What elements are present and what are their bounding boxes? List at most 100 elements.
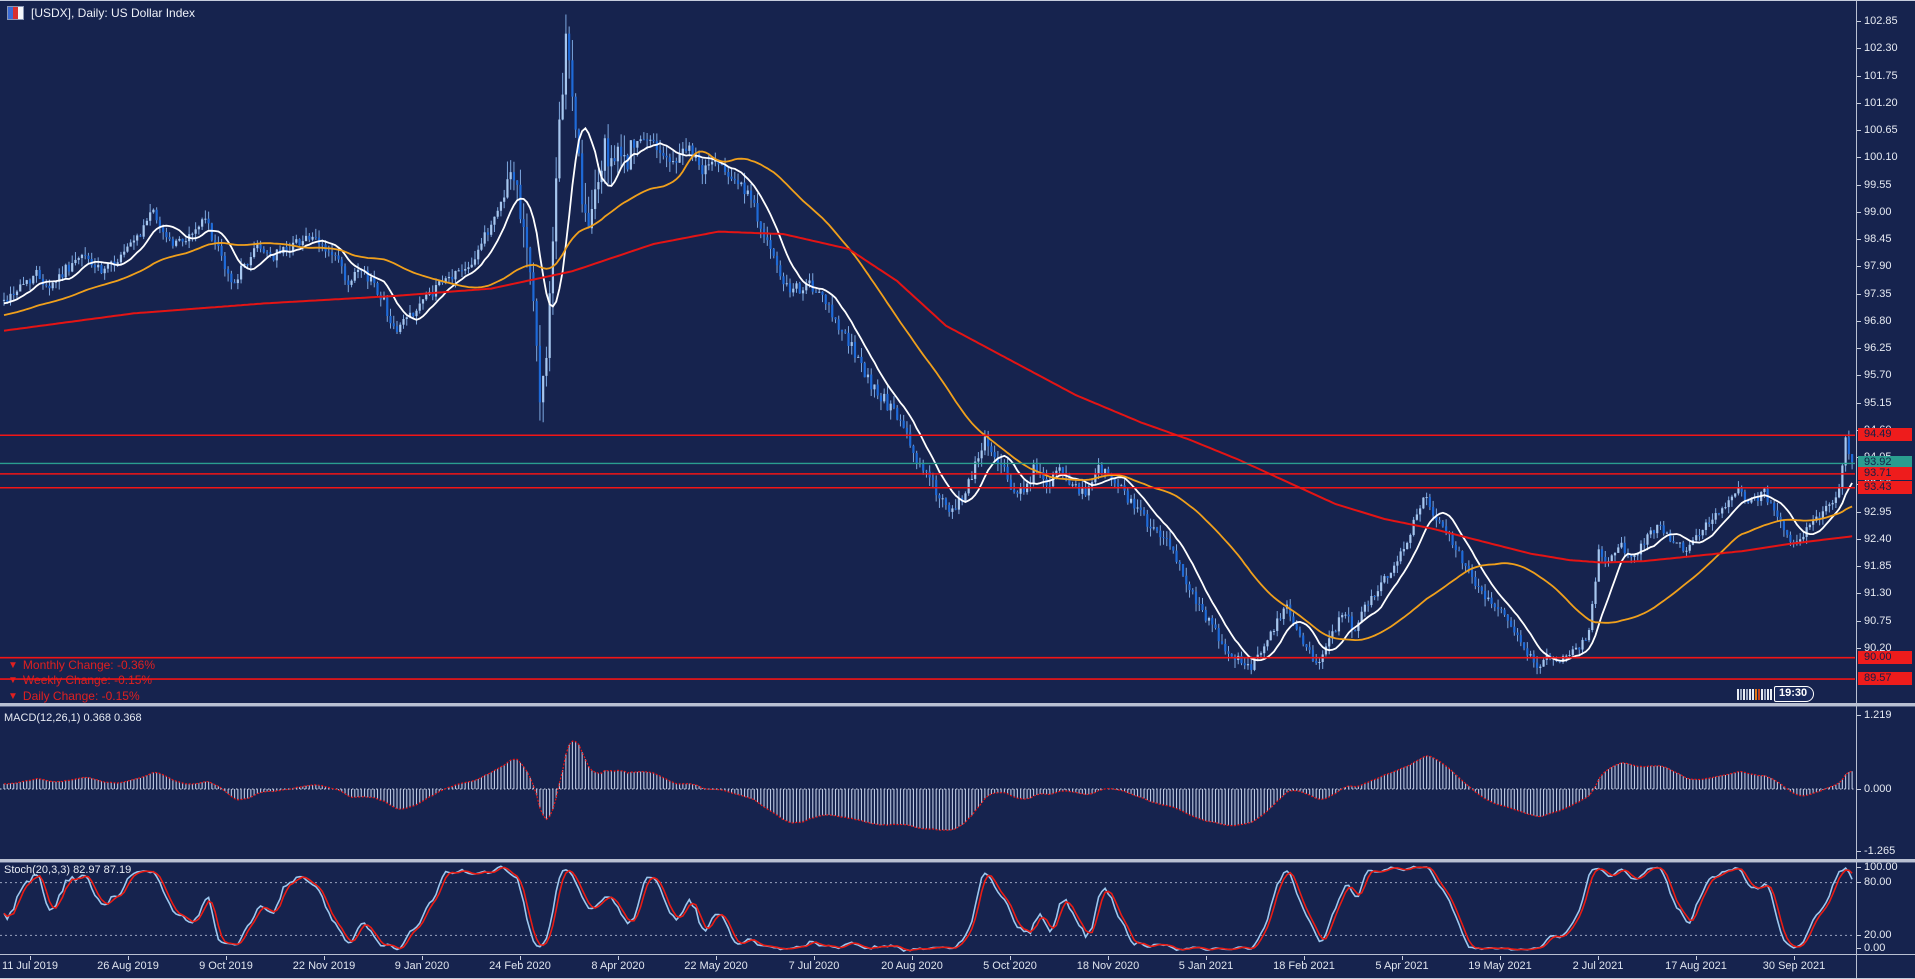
candle-body bbox=[1256, 654, 1259, 659]
candle-body bbox=[646, 139, 649, 141]
candle-body bbox=[470, 264, 473, 268]
candle-body bbox=[1513, 626, 1516, 633]
candle-body bbox=[753, 199, 756, 204]
candle-body bbox=[1386, 576, 1389, 578]
candle-body bbox=[831, 304, 834, 318]
candle-body bbox=[1415, 514, 1418, 520]
time-axis[interactable]: 11 Jul 2019 26 Aug 2019 9 Oct 2019 22 Nov 2… bbox=[0, 956, 1915, 978]
macd-axis-label: 0.000 bbox=[1864, 783, 1892, 795]
price-tick-label: 96.80 bbox=[1864, 314, 1892, 327]
time-axis-tick bbox=[716, 956, 717, 960]
candle-body bbox=[1360, 611, 1363, 623]
candle-body bbox=[1831, 502, 1834, 505]
candle-body bbox=[19, 284, 22, 292]
candle-body bbox=[1071, 484, 1074, 486]
candle-body bbox=[1175, 550, 1178, 562]
price-axis-tick bbox=[1857, 882, 1861, 883]
candle-body bbox=[990, 446, 993, 453]
candle-body bbox=[1347, 614, 1350, 617]
candle-body bbox=[925, 470, 928, 472]
candle-body bbox=[207, 218, 210, 224]
candle-countdown[interactable]: 19:30 bbox=[1737, 686, 1815, 702]
candle-body bbox=[1428, 497, 1431, 507]
candle-body bbox=[51, 282, 54, 289]
candle-body bbox=[1116, 483, 1120, 487]
price-badge-93.43[interactable]: 93.43 bbox=[1858, 480, 1912, 494]
candle-body bbox=[684, 148, 688, 151]
candle-body bbox=[1292, 616, 1295, 625]
candle-body bbox=[210, 223, 213, 241]
price-axis[interactable]: 102.85 102.30 101.75 101.20 100.65 100.10 99.5… bbox=[1857, 1, 1915, 954]
date-label: 26 Aug 2019 bbox=[97, 960, 159, 972]
countdown-time-tag[interactable]: 19:30 bbox=[1774, 686, 1815, 702]
candle-body bbox=[1682, 542, 1685, 551]
candle-body bbox=[1445, 526, 1448, 533]
candle-body bbox=[509, 172, 512, 180]
price-axis-tick bbox=[1857, 851, 1861, 852]
candle-body bbox=[269, 252, 272, 254]
candle-body bbox=[496, 210, 499, 217]
weekly-change-text: Weekly Change: -0.15% bbox=[22, 673, 153, 687]
candle-body bbox=[1821, 511, 1824, 519]
candle-body bbox=[1509, 620, 1513, 627]
candle-body bbox=[402, 318, 405, 325]
candle-body bbox=[64, 264, 67, 278]
price-badge-93.71[interactable]: 93.71 bbox=[1858, 466, 1912, 480]
candle-body bbox=[931, 477, 935, 480]
candle-body bbox=[1305, 644, 1308, 648]
candle-body bbox=[217, 243, 220, 247]
pane-separator[interactable] bbox=[0, 703, 1915, 707]
candle-body bbox=[769, 240, 772, 249]
candle-body bbox=[145, 220, 149, 226]
candle-body bbox=[678, 154, 681, 163]
candle-body bbox=[866, 374, 870, 378]
candle-body bbox=[902, 420, 905, 428]
candle-body bbox=[1496, 607, 1500, 610]
candle-body bbox=[1786, 530, 1789, 535]
candle-body bbox=[246, 264, 249, 266]
candle-body bbox=[32, 275, 35, 284]
candle-body bbox=[1500, 609, 1503, 611]
candle-body bbox=[1081, 488, 1084, 494]
candle-body bbox=[948, 504, 951, 512]
price-badge-89.57[interactable]: 89.57 bbox=[1858, 672, 1912, 686]
candle-body bbox=[1639, 543, 1643, 555]
pane-separator[interactable] bbox=[0, 859, 1915, 863]
candle-body bbox=[1061, 467, 1064, 476]
stoch-axis-label: 80.00 bbox=[1864, 876, 1892, 888]
candle-body bbox=[1129, 498, 1133, 503]
candle-body bbox=[1100, 464, 1103, 475]
candle-body bbox=[1103, 469, 1107, 475]
price-badge-90.00[interactable]: 90.00 bbox=[1858, 650, 1912, 664]
down-arrow-icon: ▼ bbox=[8, 674, 18, 686]
candle-body bbox=[1617, 547, 1620, 553]
candle-body bbox=[1841, 465, 1844, 488]
candle-body bbox=[1717, 513, 1721, 515]
price-tick-label: 99.00 bbox=[1864, 205, 1892, 218]
candle-body bbox=[451, 276, 454, 280]
candle-body bbox=[356, 269, 360, 272]
candle-body bbox=[369, 276, 373, 282]
candle-body bbox=[1354, 630, 1357, 632]
stoch-indicator-label: Stoch(20,3,3) 82.97 87.19 bbox=[4, 864, 132, 876]
candle-body bbox=[1461, 551, 1464, 564]
time-axis-tick bbox=[422, 956, 423, 960]
candle-body bbox=[587, 212, 590, 229]
candle-body bbox=[1246, 664, 1250, 666]
candle-body bbox=[334, 254, 337, 256]
candle-body bbox=[671, 161, 675, 163]
candle-body bbox=[516, 180, 519, 185]
date-label: 22 May 2020 bbox=[684, 960, 748, 972]
candle-body bbox=[295, 239, 298, 243]
candle-body bbox=[421, 299, 425, 304]
candle-body bbox=[1782, 521, 1786, 531]
candle-body bbox=[97, 264, 100, 268]
candle-body bbox=[782, 276, 785, 285]
price-badge-93.92[interactable]: 93.92 bbox=[1858, 456, 1912, 470]
price-badge-94.49[interactable]: 94.49 bbox=[1858, 428, 1912, 442]
candle-body bbox=[392, 323, 395, 327]
candle-body bbox=[201, 219, 204, 227]
time-axis-border bbox=[0, 954, 1915, 955]
candle-body bbox=[607, 138, 610, 167]
